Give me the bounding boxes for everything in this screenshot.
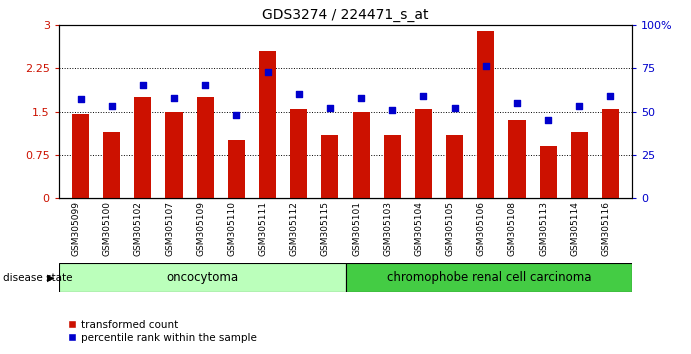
Bar bbox=[571, 132, 588, 198]
Point bbox=[293, 91, 304, 97]
Text: GSM305107: GSM305107 bbox=[165, 201, 174, 256]
Bar bbox=[134, 97, 151, 198]
Text: GSM305105: GSM305105 bbox=[446, 201, 455, 256]
Point bbox=[387, 107, 398, 113]
Text: GSM305111: GSM305111 bbox=[258, 201, 267, 256]
Point bbox=[138, 82, 149, 88]
Title: GDS3274 / 224471_s_at: GDS3274 / 224471_s_at bbox=[263, 8, 428, 22]
Point bbox=[418, 93, 429, 99]
Point bbox=[480, 64, 491, 69]
Text: GSM305104: GSM305104 bbox=[415, 201, 424, 256]
Text: GSM305106: GSM305106 bbox=[477, 201, 486, 256]
Text: GSM305102: GSM305102 bbox=[134, 201, 143, 256]
Bar bbox=[197, 97, 214, 198]
Text: GSM305110: GSM305110 bbox=[227, 201, 236, 256]
Bar bbox=[165, 112, 182, 198]
Text: GSM305113: GSM305113 bbox=[539, 201, 548, 256]
Text: ▶: ▶ bbox=[47, 273, 54, 282]
Point bbox=[106, 103, 117, 109]
Text: oncocytoma: oncocytoma bbox=[166, 271, 238, 284]
Text: GSM305109: GSM305109 bbox=[196, 201, 205, 256]
Bar bbox=[321, 135, 339, 198]
Bar bbox=[59, 263, 346, 292]
Point bbox=[542, 118, 553, 123]
Point bbox=[356, 95, 367, 101]
Point bbox=[574, 103, 585, 109]
Point bbox=[449, 105, 460, 111]
Point bbox=[262, 69, 273, 74]
Bar bbox=[103, 132, 120, 198]
Point bbox=[75, 97, 86, 102]
Text: GSM305108: GSM305108 bbox=[508, 201, 517, 256]
Bar bbox=[602, 109, 619, 198]
Point bbox=[605, 93, 616, 99]
Text: chromophobe renal cell carcinoma: chromophobe renal cell carcinoma bbox=[387, 271, 591, 284]
Bar bbox=[477, 30, 494, 198]
Text: GSM305103: GSM305103 bbox=[384, 201, 392, 256]
Bar bbox=[346, 263, 632, 292]
Bar bbox=[415, 109, 432, 198]
Point bbox=[231, 112, 242, 118]
Text: disease state: disease state bbox=[3, 273, 73, 282]
Point bbox=[200, 82, 211, 88]
Text: GSM305099: GSM305099 bbox=[72, 201, 81, 256]
Text: GSM305112: GSM305112 bbox=[290, 201, 299, 256]
Point bbox=[169, 95, 180, 101]
Point bbox=[324, 105, 335, 111]
Text: GSM305100: GSM305100 bbox=[103, 201, 112, 256]
Bar bbox=[228, 141, 245, 198]
Bar bbox=[384, 135, 401, 198]
Bar bbox=[352, 112, 370, 198]
Bar bbox=[540, 146, 557, 198]
Bar bbox=[509, 120, 526, 198]
Bar bbox=[259, 51, 276, 198]
Text: GSM305116: GSM305116 bbox=[601, 201, 610, 256]
Legend: transformed count, percentile rank within the sample: transformed count, percentile rank withi… bbox=[64, 315, 261, 347]
Bar bbox=[72, 114, 89, 198]
Bar bbox=[290, 109, 307, 198]
Text: GSM305115: GSM305115 bbox=[321, 201, 330, 256]
Text: GSM305101: GSM305101 bbox=[352, 201, 361, 256]
Point bbox=[511, 100, 522, 105]
Text: GSM305114: GSM305114 bbox=[570, 201, 579, 256]
Bar bbox=[446, 135, 463, 198]
